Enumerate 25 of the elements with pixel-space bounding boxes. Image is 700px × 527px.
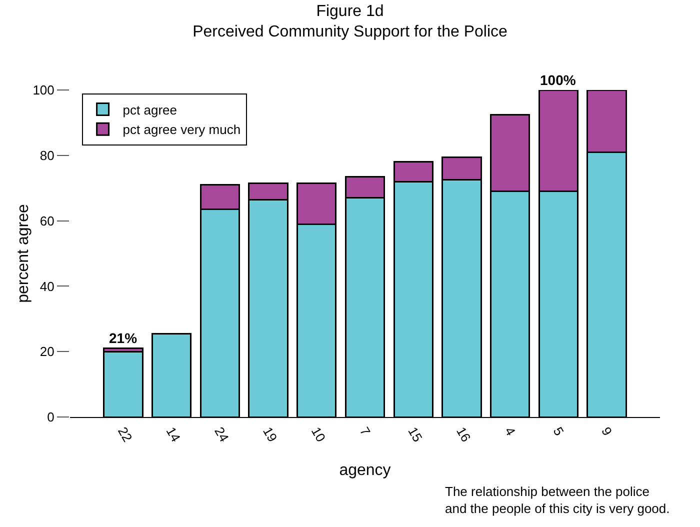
x-tick-label: 24 xyxy=(212,424,232,444)
x-tick-label: 16 xyxy=(453,424,474,444)
x-tick-label: 14 xyxy=(163,424,184,444)
y-tick-label: 20 xyxy=(40,344,54,360)
x-tick-label: 15 xyxy=(405,424,426,444)
annotation: 100% xyxy=(540,72,576,88)
x-tick-label: 4 xyxy=(502,424,518,438)
chart-title: Figure 1d Perceived Community Support for the Police xyxy=(192,2,508,41)
x-tick-label: 9 xyxy=(598,424,616,438)
x-tick-label: 10 xyxy=(308,424,329,444)
y-tick-label: 0 xyxy=(47,410,54,425)
annotation: 21% xyxy=(109,330,138,346)
x-axis-title: agency xyxy=(339,462,391,479)
x-tick-label: 22 xyxy=(114,424,136,444)
y-tick-label: 80 xyxy=(40,148,54,163)
x-tick-label: 19 xyxy=(260,424,280,444)
legend-label: pct agree xyxy=(122,102,178,118)
y-tick-label: 40 xyxy=(40,278,54,294)
x-tick-label: 7 xyxy=(356,424,374,438)
legend-label: pct agree very much xyxy=(122,122,241,138)
y-tick-label: 100 xyxy=(32,82,54,98)
y-axis-title: percent agree xyxy=(15,204,32,303)
text: The relationship between the police and the people of this city is very good. xyxy=(445,484,670,516)
x-tick-label: 5 xyxy=(550,424,567,438)
y-tick-label: 60 xyxy=(40,213,54,228)
